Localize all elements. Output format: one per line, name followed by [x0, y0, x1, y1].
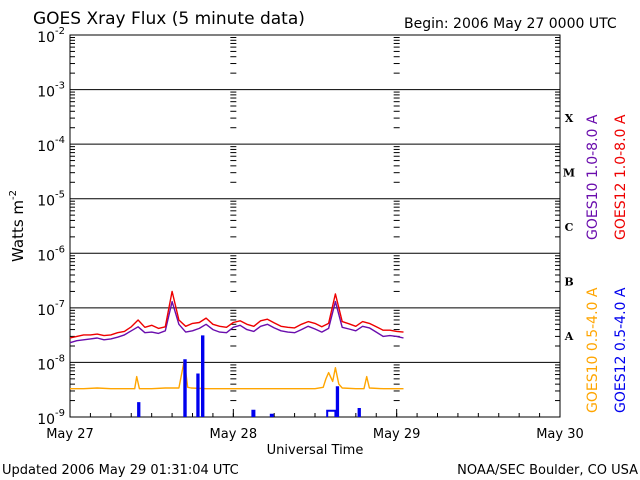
flare-class-m: M: [563, 166, 575, 179]
chart-title: GOES Xray Flux (5 minute data): [33, 9, 305, 29]
begin-label: Begin: 2006 May 27 0000 UTC: [404, 16, 617, 32]
series-goes12-0-5-4-0-a-segment-5: [269, 413, 274, 417]
series-goes12-0-5-4-0-a-segment-1: [183, 359, 187, 417]
x-tick-label-0: May 27: [46, 427, 94, 442]
y-tick-label-6: 10-8: [37, 353, 65, 373]
series-goes12-0-5-4-0-a-segment-8: [357, 408, 361, 417]
y-tick-label-3: 10-5: [37, 190, 65, 210]
flare-class-c: C: [565, 221, 574, 234]
y-tick-label-7: 10-9: [37, 408, 65, 428]
y-tick-label-4: 10-6: [37, 244, 65, 264]
y-tick-label-5: 10-7: [37, 299, 65, 319]
legend-goes12-1-0-8-0-a: GOES12 1.0-8.0 A: [613, 114, 629, 240]
series-goes12-0-5-4-0-a-segment-2: [196, 373, 200, 417]
x-axis-label: Universal Time: [267, 443, 364, 458]
flare-class-a: A: [564, 330, 574, 343]
y-tick-label-1: 10-3: [37, 81, 65, 101]
plot-frame: [69, 34, 561, 418]
legend-goes10-0-5-4-0-a: GOES10 0.5-4.0 A: [585, 287, 601, 413]
flare-class-labels: X M C B A: [563, 112, 575, 343]
series-goes12-0-5-4-0-a-segment-4: [251, 409, 256, 417]
credit-label: NOAA/SEC Boulder, CO USA: [457, 463, 638, 478]
x-tick-label-3: May 30: [536, 427, 584, 442]
y-tick-label-2: 10-4: [37, 135, 65, 155]
grid-lines: [69, 36, 561, 417]
x-tick-labels: May 27 May 28 May 29 May 30: [46, 427, 584, 442]
y-axis-label: Watts m-2: [8, 190, 27, 262]
series-lines: [69, 290, 404, 417]
y-axis-label-exp: -2: [8, 190, 19, 200]
series-goes12-0-5-4-0-a-segment-7: [335, 386, 340, 417]
series-goes12-0-5-4-0-a-segment-6: [326, 409, 337, 417]
legend-goes10-1-0-8-0-a: GOES10 1.0-8.0 A: [585, 114, 601, 240]
y-tick-labels: 10-2 10-3 10-4 10-5 10-6 10-7 10-8 10-9: [37, 26, 65, 428]
series-goes12-0-5-4-0-a-segment-3: [201, 335, 205, 417]
y-tick-label-0: 10-2: [37, 26, 65, 46]
series-goes10-0-5-4-0-a: [70, 359, 404, 390]
legend: GOES10 1.0-8.0 A GOES12 1.0-8.0 A GOES10 0…: [585, 114, 629, 413]
flare-class-b: B: [564, 276, 573, 289]
svg-text:Watts m-2: Watts m-2: [8, 190, 27, 262]
series-goes12-1-0-8-0-a: [69, 290, 404, 339]
x-tick-label-2: May 29: [373, 427, 421, 442]
series-goes12-0-5-4-0-a-segment-0: [137, 402, 141, 417]
updated-timestamp: Updated 2006 May 29 01:31:04 UTC: [2, 463, 239, 478]
series-goes10-1-0-8-0-a: [69, 300, 404, 344]
legend-goes12-0-5-4-0-a: GOES12 0.5-4.0 A: [613, 287, 629, 413]
y-axis-label-main: Watts m: [9, 200, 27, 262]
flare-class-x: X: [565, 112, 574, 125]
x-tick-label-1: May 28: [210, 427, 258, 442]
